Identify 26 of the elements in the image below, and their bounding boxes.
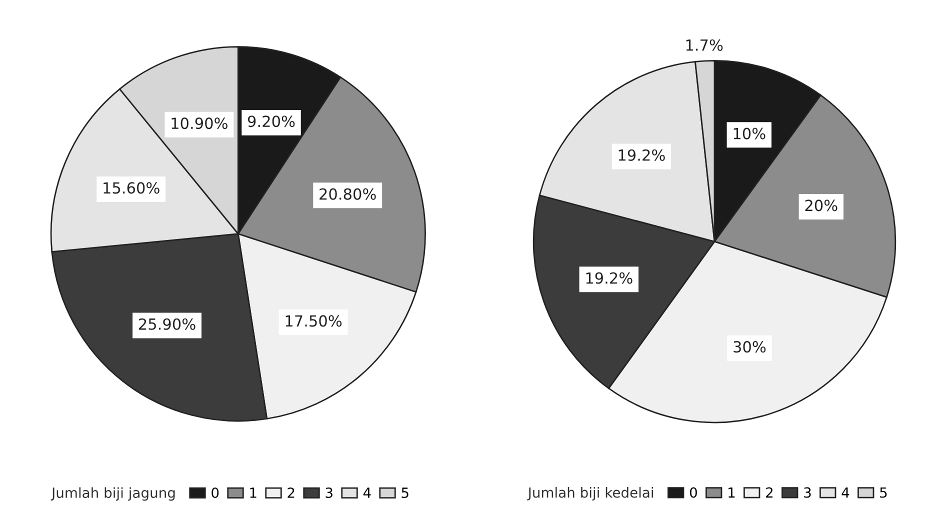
data-label: 1.7%: [686, 39, 723, 51]
legend-label: 2: [766, 487, 772, 498]
data-label: 10.90%: [172, 117, 228, 130]
data-label: 19.2%: [618, 149, 665, 161]
legend-label: 4: [363, 488, 371, 498]
data-label: 9.20%: [248, 116, 295, 128]
data-label: 15.60%: [104, 182, 160, 194]
legend-label: 1: [250, 488, 256, 498]
data-label: 20.80%: [320, 188, 376, 200]
legend-label: 0: [212, 488, 219, 498]
legend-label: 5: [402, 488, 408, 498]
legend-label: 3: [804, 487, 811, 498]
legend-label: 2: [288, 488, 294, 498]
legend-label: 1: [728, 487, 735, 498]
legend-label: 3: [326, 488, 332, 498]
legend-label: 0: [690, 487, 697, 498]
legend-label: 4: [842, 487, 850, 498]
legend-title: Jumlah biji kedelai: [527, 487, 654, 500]
data-label: 17.50%: [286, 315, 342, 327]
data-label: 10%: [734, 128, 766, 140]
legend-title: Jumlah biji jagung: [50, 487, 175, 501]
legend-label: 5: [880, 487, 887, 498]
data-label: 19.2%: [586, 272, 632, 284]
data-label: 20%: [805, 200, 838, 212]
data-label: 30%: [734, 341, 766, 353]
data-label: 25.90%: [139, 318, 196, 330]
